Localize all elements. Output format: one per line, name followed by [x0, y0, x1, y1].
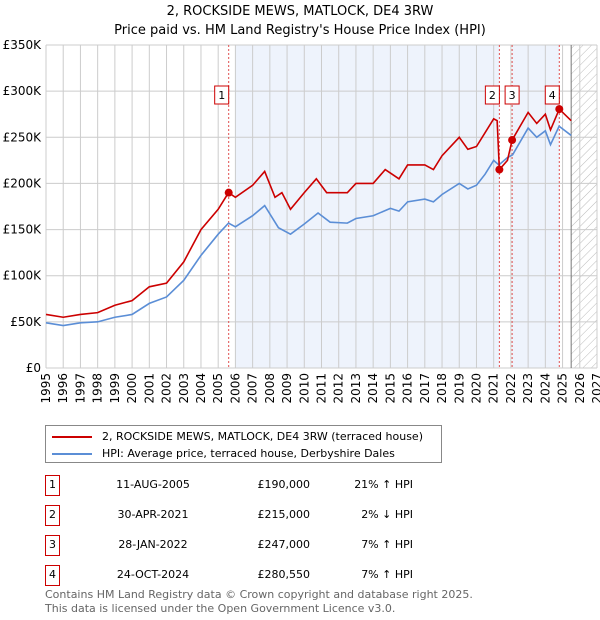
sale-price: £215,000	[257, 508, 311, 521]
sale-hpi: 2% ↓ HPI	[361, 508, 413, 521]
x-tick-label: 2012	[332, 373, 346, 404]
x-tick-label: 2024	[538, 373, 552, 404]
title-line: 2, ROCKSIDE MEWS, MATLOCK, DE4 3RW	[166, 4, 434, 19]
x-tick-label: 2011	[315, 373, 329, 404]
subtitle-line: Price paid vs. HM Land Registry's House …	[114, 23, 486, 38]
sale-point	[555, 105, 564, 114]
sale-date: 24-OCT-2024	[116, 568, 190, 581]
x-tick-label: 2020	[469, 373, 483, 404]
table-row: 3 28-JAN-2022 £247,000 7% ↑ HPI	[45, 535, 445, 556]
x-tick-label: 2003	[177, 373, 191, 404]
x-tick-label: 2005	[211, 373, 225, 404]
table-row: 1 11-AUG-2005 £190,000 21% ↑ HPI	[45, 475, 445, 496]
sale-label: 4	[549, 89, 556, 102]
x-tick-label: 2017	[418, 373, 432, 404]
sale-number: 1	[45, 475, 60, 496]
x-tick-label: 1998	[91, 373, 105, 404]
x-tick-label: 2009	[280, 373, 294, 404]
x-tick-label: 2000	[125, 373, 139, 404]
legend-item-hpi: HPI: Average price, terraced house, Derb…	[52, 447, 395, 460]
x-tick-label: 2008	[263, 373, 277, 404]
x-tick-label: 1997	[73, 373, 87, 404]
sale-price: £190,000	[257, 478, 311, 491]
x-tick-label: 2019	[452, 373, 466, 404]
sale-hpi: 7% ↑ HPI	[361, 538, 413, 551]
sale-point	[508, 136, 517, 145]
x-tick-label: 2018	[435, 373, 449, 404]
sale-label-box	[504, 85, 520, 105]
x-tick-label: 2022	[504, 373, 518, 404]
x-tick-label: 2014	[366, 373, 380, 404]
sale-date: 30-APR-2021	[117, 508, 189, 521]
x-tick-label: 2016	[401, 373, 415, 404]
y-tick-label: £0	[26, 361, 41, 375]
x-tick-label: 2007	[246, 373, 260, 404]
shaded-period	[235, 45, 500, 368]
footer: Contains HM Land Registry data © Crown c…	[45, 588, 473, 616]
sale-label: 1	[218, 89, 225, 102]
y-tick-label: £300K	[3, 84, 43, 98]
legend-item-property: 2, ROCKSIDE MEWS, MATLOCK, DE4 3RW (terr…	[52, 430, 423, 443]
y-tick-label: £200K	[3, 176, 43, 190]
sale-number: 4	[45, 565, 60, 586]
blue-line-swatch	[52, 452, 92, 455]
x-tick-label: 1999	[108, 373, 122, 404]
copyright-text: Contains HM Land Registry data © Crown c…	[45, 588, 473, 601]
x-tick-label: 2025	[556, 373, 570, 404]
sale-price: £280,550	[257, 568, 311, 581]
x-tick-label: 2015	[383, 373, 397, 404]
x-tick-label: 2004	[194, 373, 208, 404]
x-tick-label: 2027	[590, 373, 600, 404]
sale-date: 28-JAN-2022	[118, 538, 188, 551]
red-line-swatch	[52, 435, 92, 438]
y-tick-label: £250K	[3, 130, 43, 144]
forecast-hatch	[571, 45, 597, 368]
y-tick-label: £150K	[3, 223, 43, 237]
y-tick-label: £350K	[3, 38, 43, 52]
licence-text: This data is licensed under the Open Gov…	[45, 602, 396, 615]
x-tick-label: 2021	[487, 373, 501, 404]
x-tick-label: 2001	[142, 373, 156, 404]
sale-number: 2	[45, 505, 60, 526]
sale-number: 3	[45, 535, 60, 556]
sale-point	[224, 188, 233, 197]
y-tick-label: £100K	[3, 269, 43, 283]
sale-label-box	[544, 85, 560, 105]
x-tick-label: 1995	[39, 373, 53, 404]
sale-hpi: 7% ↑ HPI	[361, 568, 413, 581]
chart-title: 2, ROCKSIDE MEWS, MATLOCK, DE4 3RW Price…	[0, 2, 600, 40]
y-tick-label: £50K	[10, 315, 42, 329]
x-tick-label: 2026	[573, 373, 587, 404]
sale-price: £247,000	[257, 538, 311, 551]
x-tick-label: 2002	[160, 373, 174, 404]
sale-label-box	[214, 85, 230, 105]
x-tick-label: 2013	[349, 373, 363, 404]
sale-date: 11-AUG-2005	[116, 478, 190, 491]
sale-label-box	[484, 85, 500, 105]
x-tick-label: 2023	[521, 373, 535, 404]
x-tick-label: 2006	[228, 373, 242, 404]
sale-point	[495, 165, 504, 174]
price-paid-line	[45, 107, 572, 319]
sale-hpi: 21% ↑ HPI	[354, 478, 413, 491]
x-tick-label: 1996	[56, 373, 70, 404]
legend-label: 2, ROCKSIDE MEWS, MATLOCK, DE4 3RW (terr…	[102, 430, 423, 443]
x-tick-label: 2010	[297, 373, 311, 404]
sale-label: 3	[509, 89, 516, 102]
legend: 2, ROCKSIDE MEWS, MATLOCK, DE4 3RW (terr…	[45, 425, 442, 463]
price-chart: 1995 1996 1997 1998 1999 2000 2001 2002 2003 2004…	[3, 38, 600, 404]
legend-label: HPI: Average price, terraced house, Derb…	[102, 447, 395, 460]
table-row: 2 30-APR-2021 £215,000 2% ↓ HPI	[45, 505, 445, 526]
sale-label: 2	[489, 89, 496, 102]
table-row: 4 24-OCT-2024 £280,550 7% ↑ HPI	[45, 565, 445, 586]
